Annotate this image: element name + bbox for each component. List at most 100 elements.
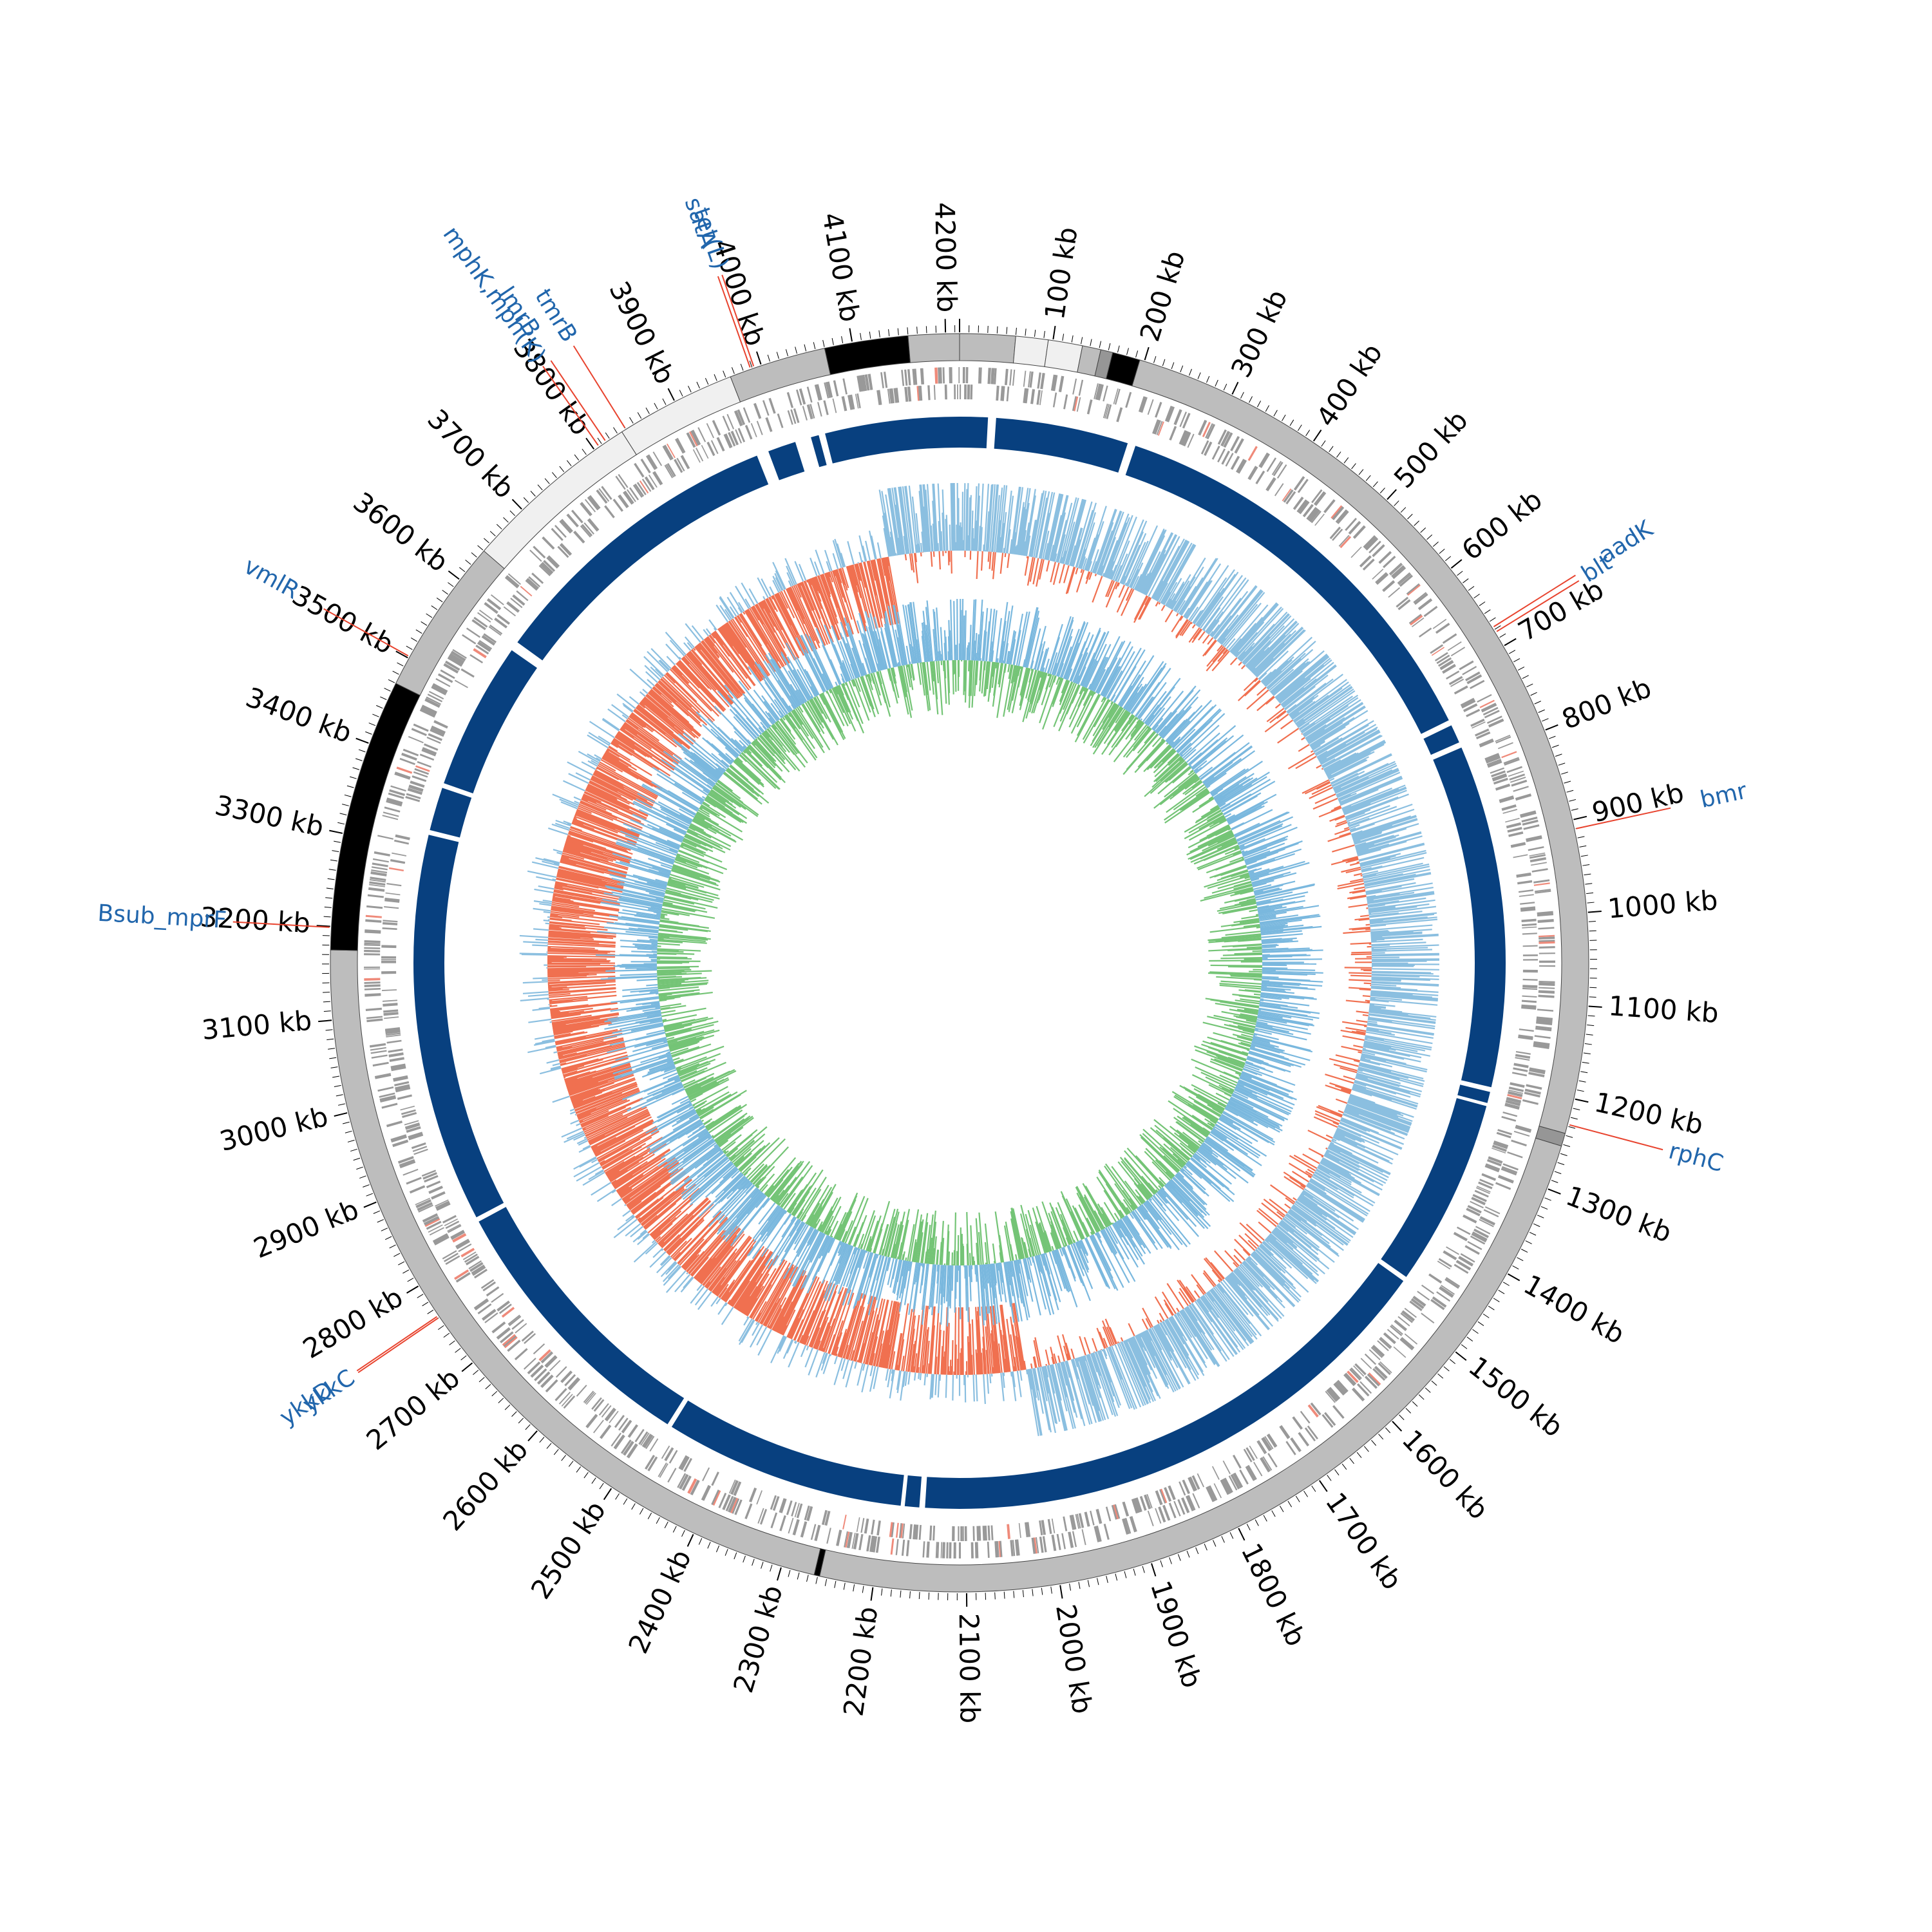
gc-skew-bar: [932, 524, 936, 552]
gene-feature: [423, 1216, 439, 1224]
gc-skew-bar: [1271, 661, 1311, 695]
gc-skew-bar: [547, 978, 616, 983]
gc-skew-bar: [708, 619, 717, 630]
gc-skew-bar: [1343, 930, 1371, 934]
gc-skew-bar: [649, 1189, 701, 1236]
gc-skew-bar: [1108, 569, 1113, 579]
gene-feature: [381, 1103, 398, 1109]
gc-skew-bar: [589, 1114, 651, 1146]
major-tick: [1575, 1098, 1589, 1103]
tick-label: 3700 kb: [421, 403, 520, 504]
minor-tick: [422, 1302, 429, 1307]
gc-skew-bar: [549, 927, 616, 935]
gc-skew-bar: [729, 1252, 766, 1306]
gc-skew-bar: [591, 1159, 598, 1164]
gene-feature: [827, 381, 833, 398]
gc-skew-bar: [629, 1200, 642, 1211]
gc-skew-bar: [1140, 572, 1152, 593]
gc-skew-bar: [633, 1241, 657, 1263]
gc-skew-bar: [1328, 759, 1368, 780]
gc-skew-bar: [944, 1307, 948, 1375]
gc-skew-bar: [1051, 1356, 1055, 1365]
gene-feature: [502, 1334, 517, 1347]
major-tick: [1507, 1273, 1520, 1282]
gc-skew-bar: [1193, 1290, 1200, 1298]
gc-skew-bar: [989, 1306, 998, 1374]
gene-feature: [447, 656, 463, 667]
gc-skew-bar: [1331, 1139, 1334, 1142]
gene-feature: [1412, 1295, 1426, 1307]
gc-skew-bar: [905, 1304, 916, 1372]
minor-tick: [372, 714, 379, 717]
gc-skew-bar: [1324, 739, 1385, 773]
gc-skew-bar: [1146, 1329, 1179, 1391]
gc-skew-bar: [556, 1036, 618, 1050]
gene-feature: [621, 1419, 632, 1434]
gc-skew-bar: [1354, 1081, 1397, 1095]
gc-skew-bar: [556, 1032, 623, 1048]
gc-skew-bar: [616, 693, 636, 709]
gc-skew-bar: [1144, 534, 1177, 596]
gene-feature: [791, 1501, 797, 1517]
tick-label: 4100 kb: [816, 210, 866, 324]
gene-feature: [1496, 1132, 1511, 1139]
gc-skew-bar: [1164, 578, 1182, 607]
gene-feature: [823, 400, 829, 415]
gc-skew-bar: [743, 611, 746, 615]
gene-feature: [629, 487, 639, 500]
gc-skew-bar: [1020, 502, 1030, 556]
gc-skew-bar: [1096, 530, 1113, 574]
gc-skew-bar: [1309, 1179, 1368, 1217]
gene-feature: [1068, 1531, 1072, 1548]
gc-skew-bar: [562, 780, 585, 791]
gene-feature: [1332, 528, 1343, 541]
gene-feature: [1181, 1497, 1190, 1513]
gc-skew-bar: [547, 941, 616, 947]
gene-feature: [591, 1397, 602, 1410]
gc-skew-bar: [590, 778, 634, 801]
gc-skew-bar: [1320, 1161, 1380, 1195]
gene-feature: [1282, 488, 1292, 502]
gc-skew-bar: [1367, 900, 1399, 906]
gene-feature: [415, 1197, 430, 1206]
gc-skew-bar: [1273, 1229, 1325, 1274]
minor-tick: [1582, 864, 1590, 866]
gc-skew-bar: [1354, 917, 1370, 921]
gc-skew-bar: [1367, 892, 1435, 904]
gc-skew-bar: [1124, 582, 1128, 586]
gc-skew-bar: [637, 1233, 650, 1245]
gc-skew-bar: [1233, 621, 1265, 656]
gc-skew-bar: [900, 1371, 905, 1401]
gc-skew-bar: [1309, 710, 1368, 747]
gc-skew-bar: [746, 609, 768, 645]
gc-skew-bar: [818, 575, 843, 639]
minor-tick: [349, 776, 357, 779]
gc-skew-bar: [789, 587, 805, 620]
gc-content-bar: [1110, 694, 1116, 701]
gc-skew-bar: [974, 520, 978, 551]
gene-feature: [857, 375, 862, 392]
gc-skew-bar: [1205, 577, 1247, 633]
gene-feature: [406, 793, 421, 800]
gene-feature: [1534, 1035, 1551, 1039]
gene-feature: [1061, 1533, 1066, 1549]
gene-feature: [1435, 622, 1450, 634]
gene-feature: [1372, 1368, 1386, 1381]
gc-skew-bar: [1079, 549, 1086, 569]
gene-feature: [1293, 497, 1304, 510]
gc-skew-bar: [915, 544, 918, 553]
gc-skew-bar: [1287, 682, 1327, 714]
gc-skew-bar: [1265, 1238, 1317, 1284]
gene-feature: [1492, 1148, 1506, 1154]
minor-tick: [530, 491, 536, 497]
gc-skew-bar: [1329, 1143, 1391, 1175]
gc-skew-bar: [669, 639, 685, 657]
gc-skew-bar: [677, 661, 724, 712]
gc-skew-bar: [809, 578, 823, 609]
gc-skew-bar: [652, 1229, 661, 1238]
major-tick: [316, 925, 330, 927]
gc-skew-bar: [1139, 573, 1150, 592]
gc-skew-bar: [583, 1136, 587, 1139]
gc-skew-bar: [1094, 1351, 1119, 1416]
gc-skew-bar: [980, 1352, 983, 1375]
